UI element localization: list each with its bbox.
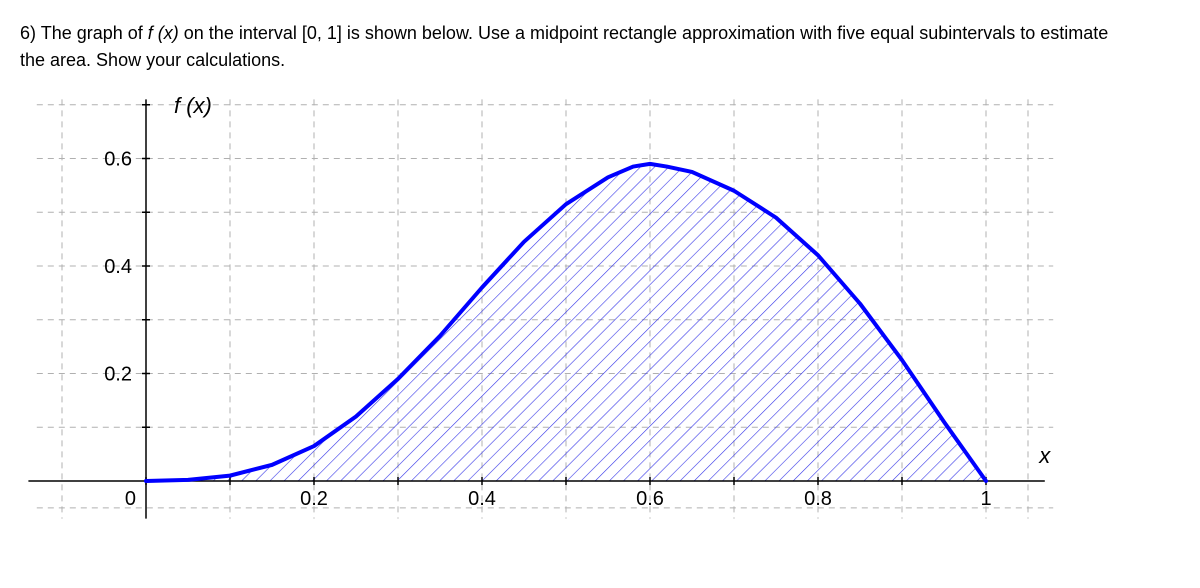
- svg-text:0.8: 0.8: [804, 488, 832, 510]
- svg-text:0.4: 0.4: [104, 256, 132, 278]
- question-before: The graph of: [41, 23, 148, 43]
- question-fx: f (x): [148, 23, 179, 43]
- svg-text:x: x: [1038, 443, 1051, 468]
- question-after: on the interval [0, 1] is shown below. U…: [20, 23, 1108, 70]
- chart-svg: 0 0.2 0.4 0.6 0.8 1 0.2 0.4 0.6 f (x) x: [20, 94, 1070, 524]
- question-number: 6): [20, 23, 36, 43]
- question-text: 6) The graph of f (x) on the interval [0…: [20, 20, 1120, 74]
- svg-text:1: 1: [980, 488, 991, 510]
- svg-text:0.4: 0.4: [468, 488, 496, 510]
- svg-text:0.2: 0.2: [104, 364, 132, 386]
- svg-text:0: 0: [125, 488, 136, 510]
- svg-text:0.2: 0.2: [300, 488, 328, 510]
- svg-text:f (x): f (x): [174, 94, 212, 118]
- svg-text:0.6: 0.6: [636, 488, 664, 510]
- svg-text:0.6: 0.6: [104, 149, 132, 171]
- chart: 0 0.2 0.4 0.6 0.8 1 0.2 0.4 0.6 f (x) x: [20, 94, 1070, 524]
